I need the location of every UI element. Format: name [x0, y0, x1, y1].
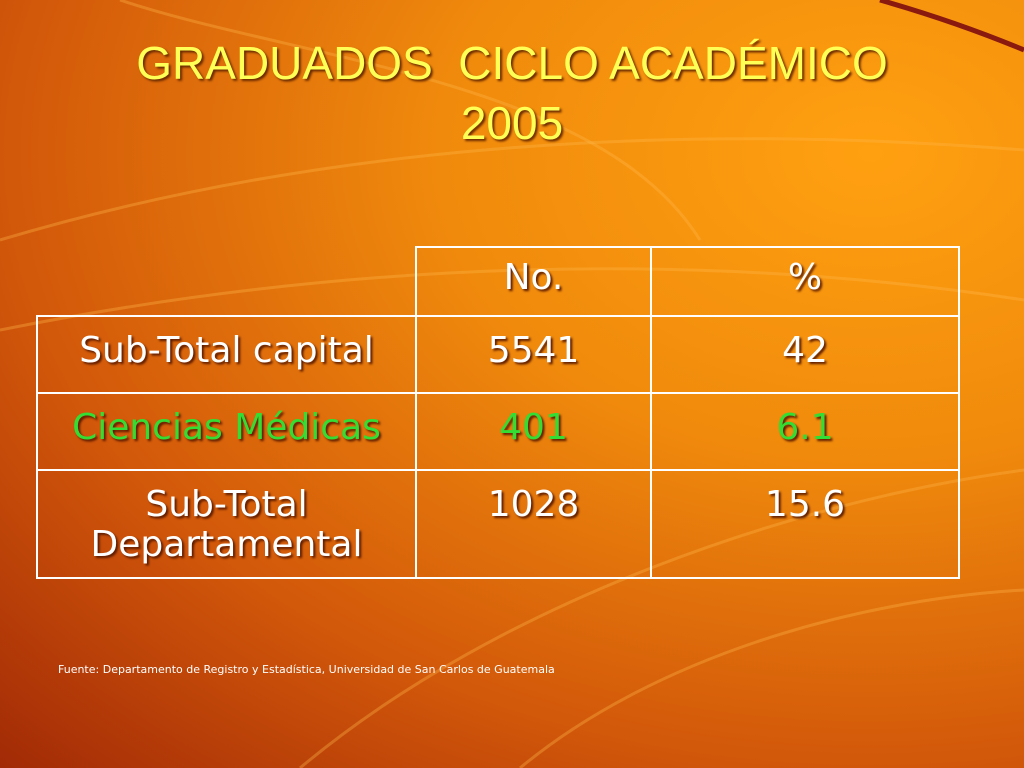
header-cell: No. [415, 246, 652, 317]
header-cell: % [650, 246, 960, 317]
row-label: Sub-Total capital [36, 315, 417, 394]
table-cell: 1028 [415, 469, 652, 579]
table-cell: 401 [415, 392, 652, 471]
table-cell: 15.6 [650, 469, 960, 579]
row-label: Sub-Total Departamental [36, 469, 417, 579]
table-cell: 42 [650, 315, 960, 394]
title-line: 2005 [460, 97, 564, 149]
table-cell: 5541 [415, 315, 652, 394]
source-note: Fuente: Departamento de Registro y Estad… [58, 663, 555, 676]
table-cell: 6.1 [650, 392, 960, 471]
title-line: GRADUADOS CICLO ACADÉMICO [136, 37, 888, 89]
row-label: Ciencias Médicas [36, 392, 417, 471]
